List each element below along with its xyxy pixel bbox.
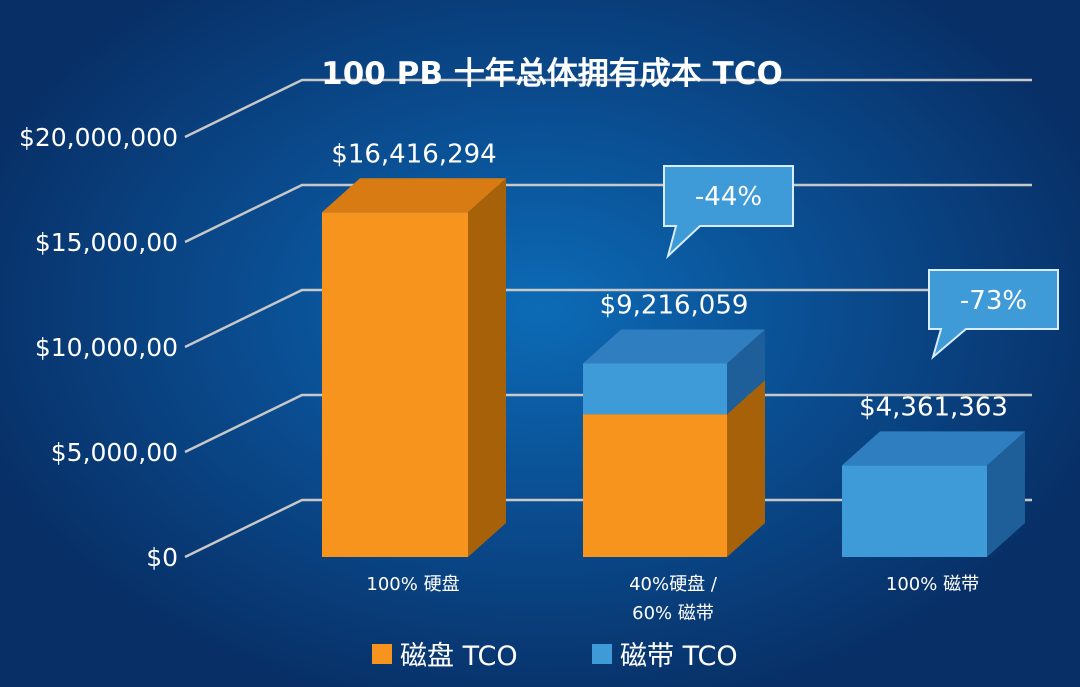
callout-bubble: -73%: [928, 269, 1059, 360]
category-label: 60% 磁带: [632, 603, 714, 624]
bar-segment: [842, 465, 987, 557]
data-label: $4,361,363: [859, 392, 1008, 422]
callout-bubble: -44%: [663, 165, 794, 260]
chart-title: 100 PB 十年总体拥有成本 TCO: [321, 56, 783, 92]
data-label: $16,416,294: [331, 139, 496, 169]
y-tick-label: $5,000,00: [51, 438, 178, 467]
y-tick-label: $15,000,00: [35, 228, 178, 257]
bar-side: [727, 380, 765, 557]
bar-group: [322, 178, 506, 558]
legend: 磁盘 TCO 磁带 TCO: [372, 641, 738, 672]
bar-top: [842, 431, 1025, 466]
callout-text: -44%: [695, 182, 762, 212]
category-label: 100% 磁带: [886, 574, 979, 595]
bar-top: [583, 329, 765, 364]
y-tick-label: $20,000,000: [19, 123, 178, 152]
bar-segment: [583, 414, 727, 557]
y-tick-label: $0: [146, 543, 178, 572]
legend-swatch: [372, 644, 392, 664]
category-label: 40%硬盘 /: [629, 574, 718, 595]
callout-shape: [663, 165, 794, 260]
bar-group: [842, 431, 1025, 557]
gridline: [184, 393, 1032, 454]
callout-text: -73%: [960, 286, 1027, 316]
data-label: $9,216,059: [600, 290, 749, 320]
gridline: [184, 288, 1032, 349]
gridline: [184, 183, 1032, 244]
legend-swatch: [592, 644, 612, 664]
bar-segment: [583, 363, 727, 415]
legend-label: 磁盘 TCO: [400, 641, 518, 672]
bar-group: [583, 329, 765, 557]
bar-side: [987, 431, 1025, 557]
category-label: 100% 硬盘: [366, 574, 459, 595]
bar-segment: [322, 212, 468, 558]
legend-label: 磁带 TCO: [620, 641, 738, 672]
callout-shape: [928, 269, 1059, 360]
gridline: [184, 498, 1032, 559]
y-tick-label: $10,000,00: [35, 333, 178, 362]
bar-top: [322, 178, 506, 213]
gridline: [184, 78, 1032, 139]
bar-side: [727, 329, 765, 415]
bar-side: [468, 178, 506, 558]
